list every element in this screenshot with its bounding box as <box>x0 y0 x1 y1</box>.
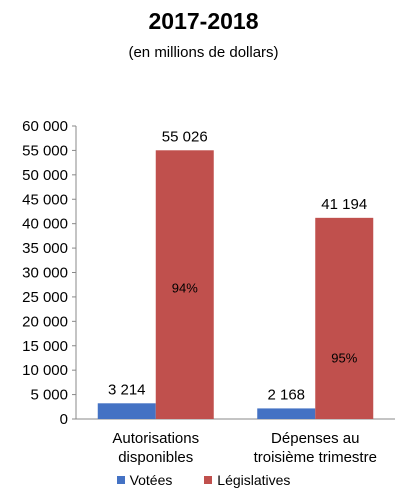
bar-legislatives <box>155 150 214 419</box>
legend-label-votees: Votées <box>129 472 173 488</box>
y-tick-label: 5 000 <box>30 387 68 404</box>
bar-legislatives <box>315 217 374 419</box>
x-tick-label: Dépenses au <box>271 430 359 447</box>
legend-swatch-votees <box>116 476 125 485</box>
legend-swatch-legislatives <box>204 476 213 485</box>
share-label: 95% <box>331 351 357 366</box>
y-tick-label: 25 000 <box>22 289 68 306</box>
data-label: 2 168 <box>267 386 305 403</box>
y-tick-label: 50 000 <box>22 167 68 184</box>
data-label: 41 194 <box>321 196 367 213</box>
bar-chart: 0 5 000 10 000 15 000 20 000 25 000 30 000 35 0… <box>22 118 395 466</box>
bar-votees <box>257 408 316 419</box>
legend: Votées Législatives <box>0 472 407 488</box>
y-tick-label: 0 <box>60 411 68 428</box>
y-tick-label: 55 000 <box>22 142 68 159</box>
share-label: 94% <box>172 281 198 296</box>
chart-title: 2017-2018 <box>148 8 259 34</box>
y-tick-label: 30 000 <box>22 265 68 282</box>
y-tick-label: 45 000 <box>22 191 68 208</box>
y-tick-label: 15 000 <box>22 338 68 355</box>
legend-label-legislatives: Législatives <box>217 472 291 488</box>
bar-votees <box>97 403 156 419</box>
y-tick-label: 20 000 <box>22 313 68 330</box>
data-label: 55 026 <box>162 128 208 145</box>
y-tick-label: 35 000 <box>22 240 68 257</box>
y-tick-label: 60 000 <box>22 118 68 135</box>
x-tick-label: disponibles <box>118 449 193 466</box>
legend-item-legislatives: Législatives <box>204 472 290 488</box>
chart-subtitle: (en millions de dollars) <box>128 44 279 61</box>
x-tick-label: troisième trimestre <box>254 449 377 466</box>
x-tick-label: Autorisations <box>112 430 199 447</box>
y-tick-label: 40 000 <box>22 216 68 233</box>
y-tick-label: 10 000 <box>22 362 68 379</box>
legend-item-votees: Votées <box>116 472 173 488</box>
data-label: 3 214 <box>108 381 146 398</box>
